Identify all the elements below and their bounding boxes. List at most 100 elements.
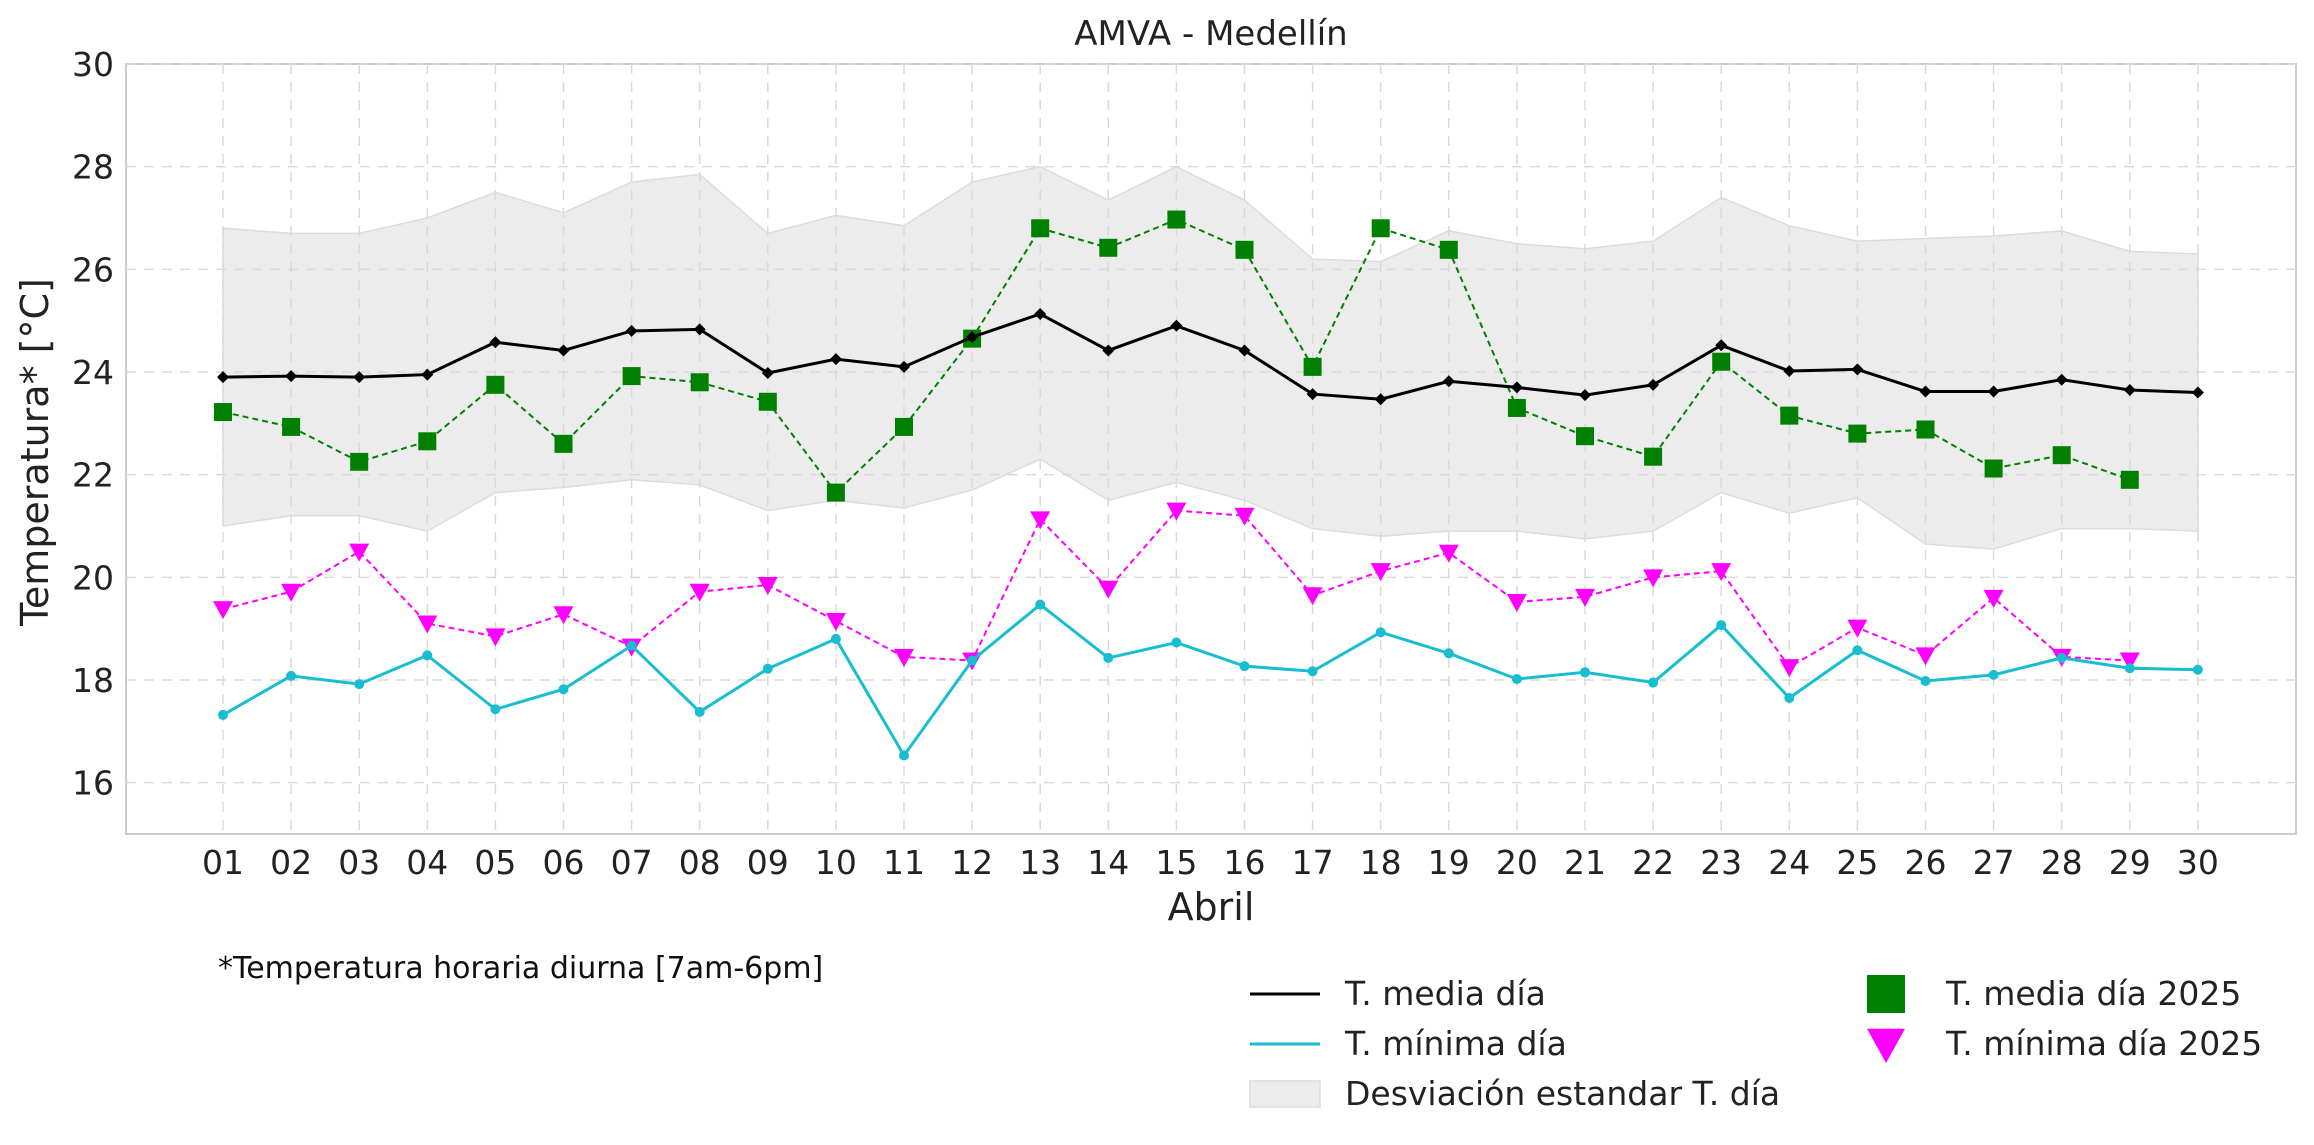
x-tick-label: 18 [1360,843,1402,882]
x-tick-label: 16 [1224,843,1266,882]
point-t-media-día-2025 [1167,210,1186,229]
x-tick-label: 07 [611,843,653,882]
legend-label-media: T. media día [1344,974,1546,1013]
point-t-mínima-día-2025 [1915,647,1936,666]
x-axis-label: Abril [1168,885,1255,929]
point-t-media-día-2025 [1576,427,1594,446]
point-t-media-día-2025 [282,417,301,436]
y-tick-label: 22 [72,456,114,495]
point-t-mínima-día-2025 [894,648,914,667]
point-t-media-día [1919,385,1932,398]
point-t-mínima-día-2025 [1030,511,1051,530]
x-tick-label: 23 [1700,843,1742,882]
legend-label-media-2025: T. media día 2025 [1945,974,2241,1013]
point-t-mínima-día-2025 [281,583,302,602]
x-tick-label: 19 [1428,843,1470,882]
point-t-mínima-día [899,750,909,761]
point-t-media-día-2025 [1780,406,1799,425]
plot-area: 16 18 20 22 24 26 28 30 01 02 03 04 05 06 07 08 09 10 11 12… [72,45,2297,882]
point-t-media-día-2025 [1031,219,1050,238]
point-t-mínima-día [1103,652,1114,663]
point-t-media-día [2123,383,2136,396]
point-t-mínima-día [1716,620,1727,631]
point-t-media-día [2055,373,2068,386]
x-tick-label: 11 [883,843,925,882]
point-t-media-día [2191,386,2204,399]
point-t-media-día-2025 [1916,420,1935,439]
point-t-mínima-día-2025 [553,606,574,625]
point-t-mínima-día [490,704,501,715]
point-t-mínima-día-2025 [1166,502,1187,521]
legend-swatch-band [1249,1080,1321,1108]
point-t-mínima-día-2025 [1575,588,1595,607]
point-t-mínima-día [1852,645,1863,656]
point-t-media-día-2025 [826,483,845,502]
point-t-mínima-día-2025 [1370,563,1391,582]
x-tick-label: 04 [406,843,448,882]
point-t-media-día [1851,363,1864,376]
y-tick-label: 30 [72,45,114,84]
point-t-mínima-día-2025 [1779,659,1800,678]
point-t-media-día [1034,307,1047,320]
point-t-media-día [353,371,366,384]
point-t-mínima-día-2025 [485,628,506,647]
point-t-media-día-2025 [622,367,641,386]
point-t-mínima-día [218,709,228,720]
series-line-t-mínima-día [222,602,2198,759]
point-t-media-día [1238,344,1251,357]
y-axis-label: Temperatura* [°C] [13,278,57,627]
point-t-media-día-2025 [895,417,913,436]
point-t-mínima-día [1307,666,1318,677]
x-tick-label: 15 [1155,843,1197,882]
chart-title: AMVA - Medellín [1074,14,1347,54]
point-t-mínima-día-2025 [825,612,846,631]
legend-label-band: Desviación estandar T. día [1345,1074,1780,1113]
series-line-t-media-día [222,312,2198,401]
point-t-media-día-2025 [1507,398,1526,417]
point-t-media-día-2025 [554,434,573,453]
y-tick-label: 26 [72,250,114,289]
point-t-media-día-2025 [1099,238,1118,257]
point-t-media-día-2025 [1644,447,1663,466]
point-t-mínima-día-2025 [1847,619,1868,638]
point-t-media-día [489,336,502,349]
point-t-mínima-día-2025 [757,577,778,596]
point-t-mínima-día-2025 [689,583,710,602]
legend-label-minima-2025: T. mínima día 2025 [1945,1024,2262,1063]
legend-swatch-media-2025 [1867,975,1905,1013]
point-t-mínima-día-2025 [1302,587,1323,606]
y-tick-label: 18 [72,661,114,700]
x-tick-label: 26 [1905,843,1947,882]
legend-swatch-minima-2025 [1867,1028,1905,1063]
footnote: *Temperatura horaria diurna [7am-6pm] [218,951,823,986]
x-tick-label: 13 [1019,843,1061,882]
x-tick-label: 24 [1768,843,1810,882]
x-tick-label: 25 [1836,843,1878,882]
point-t-media-día-2025 [214,403,232,422]
point-t-media-día [1579,389,1591,402]
point-t-media-día-2025 [758,392,777,411]
x-tick-label: 30 [2177,843,2219,882]
x-tick-label: 22 [1632,843,1674,882]
point-t-mínima-día [1580,667,1590,678]
y-tick-label: 20 [72,558,114,597]
point-t-media-día [1442,375,1455,388]
x-tick-label: 12 [951,843,993,882]
point-t-media-día [557,344,570,357]
point-t-mínima-día [422,650,433,661]
point-t-mínima-día [1171,637,1182,648]
y-tick-label: 16 [72,764,114,803]
point-t-media-día [1306,388,1319,401]
point-t-media-día [1510,381,1523,394]
point-t-media-día-2025 [486,375,505,394]
point-t-mínima-día [558,684,569,695]
point-t-mínima-día [762,663,773,674]
legend: T. media día T. mínima día Desviación esta… [1249,974,2262,1113]
point-t-mínima-día [830,633,841,644]
point-t-media-día [1647,378,1660,391]
point-t-mínima-día [2124,663,2135,674]
point-t-mínima-día [967,655,978,666]
point-t-mínima-día-2025 [1643,569,1664,588]
point-t-mínima-día-2025 [1234,507,1255,526]
point-t-media-día [625,324,638,337]
